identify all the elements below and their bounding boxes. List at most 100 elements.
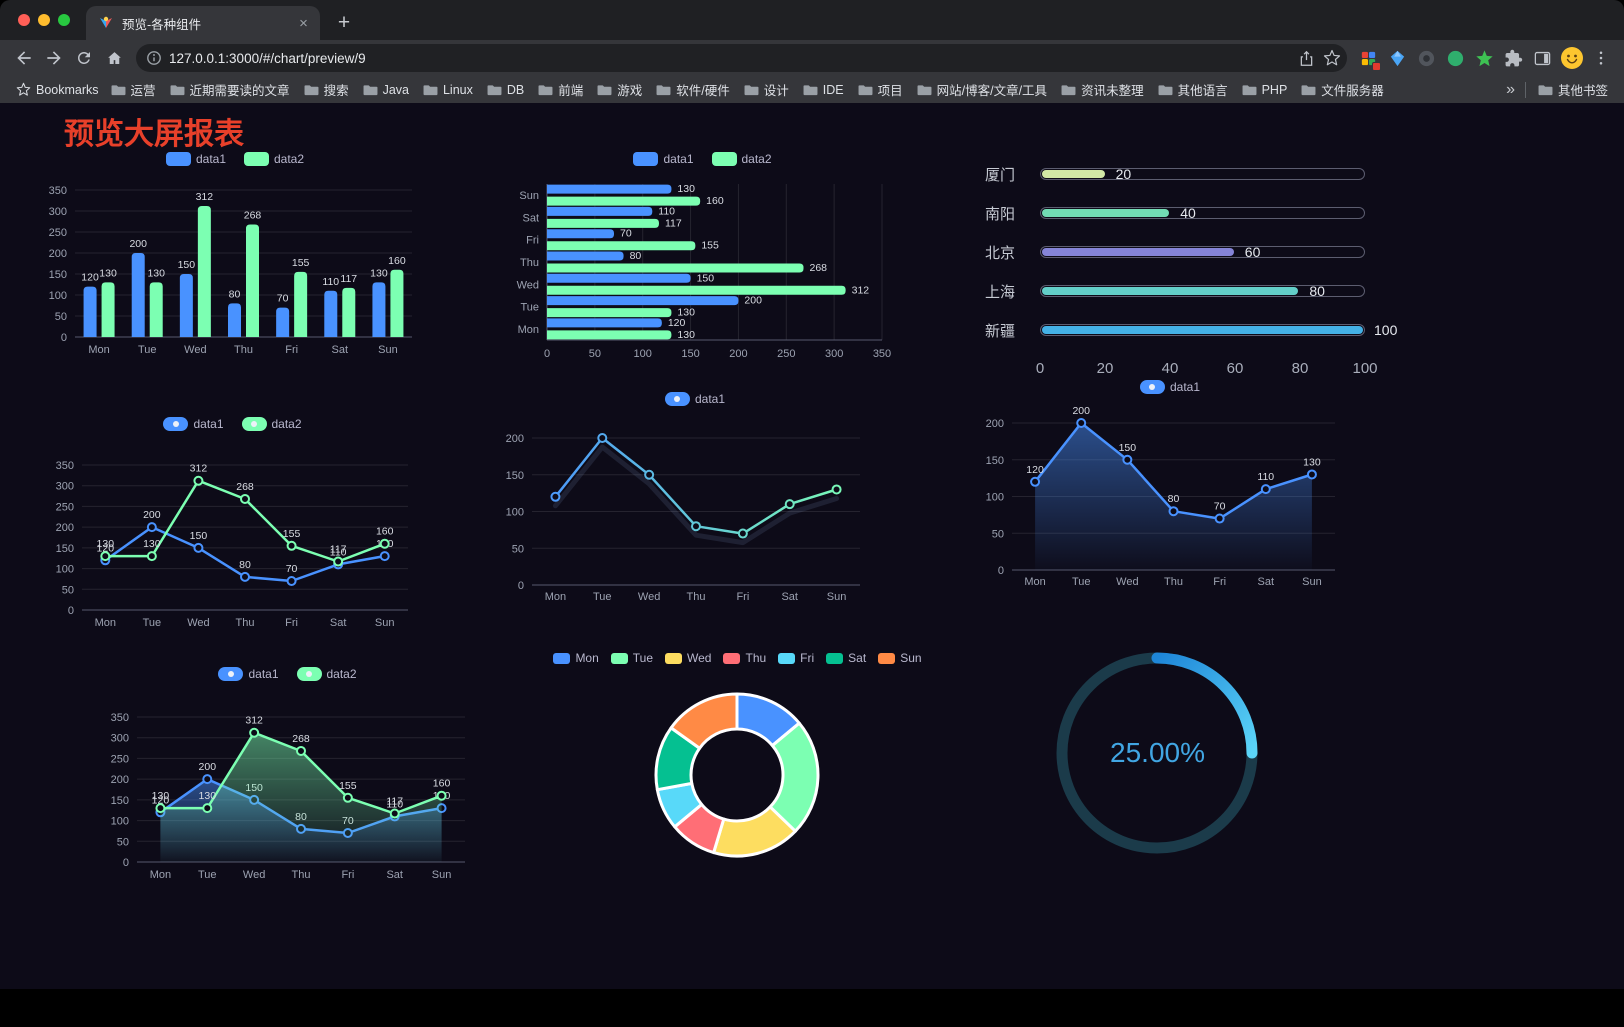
legend-item-data1[interactable]: data1 — [165, 152, 226, 166]
extension-star-button[interactable] — [1471, 45, 1498, 72]
legend-item-data2[interactable]: data2 — [296, 667, 357, 681]
bar-chart: data1 data2 0 50 100 150 200 250 300 350 Mon Tue We… — [40, 148, 430, 372]
browser-tab[interactable]: 预览-各种组件 × — [86, 6, 320, 40]
back-button[interactable] — [10, 44, 38, 72]
home-button[interactable] — [100, 44, 128, 72]
folder-icon — [858, 85, 873, 96]
legend-item-data2[interactable]: data2 — [244, 152, 304, 166]
bookmark-folder-游戏[interactable]: 游戏 — [591, 78, 648, 101]
bookmark-label: PHP — [1261, 82, 1288, 97]
bookmark-folder-搜索[interactable]: 搜索 — [298, 78, 355, 101]
svg-text:130: 130 — [99, 267, 117, 279]
svg-text:150: 150 — [697, 272, 715, 284]
close-window-button[interactable] — [18, 14, 30, 26]
legend-item-Sat[interactable]: Sat — [826, 651, 866, 665]
sidebar-toggle-button[interactable] — [1529, 45, 1556, 72]
axis-tick: 60 — [1226, 360, 1244, 377]
svg-text:200: 200 — [111, 774, 129, 786]
bookmarks-overflow-chevron[interactable]: » — [1506, 80, 1515, 98]
progress-track: 80 — [1040, 283, 1365, 299]
extensions-menu-button[interactable] — [1500, 45, 1527, 72]
star-icon — [16, 82, 31, 96]
folder-icon — [363, 85, 378, 96]
legend-item-Sun[interactable]: Sun — [878, 651, 922, 665]
bookmark-folder-其他语言[interactable]: 其他语言 — [1152, 78, 1234, 101]
reload-button[interactable] — [70, 44, 98, 72]
svg-text:Mon: Mon — [518, 324, 539, 336]
legend-label: data1 — [1169, 380, 1201, 394]
bookmark-folder-IDE[interactable]: IDE — [797, 78, 850, 101]
svg-text:250: 250 — [777, 348, 795, 360]
svg-text:117: 117 — [665, 217, 682, 229]
profile-avatar[interactable] — [1558, 45, 1585, 72]
extension-dark-button[interactable] — [1413, 45, 1440, 72]
svg-text:Thu: Thu — [520, 257, 539, 269]
progress-row-南阳: 南阳 40 — [985, 204, 1365, 223]
legend-item-data1[interactable]: data1 — [218, 667, 279, 681]
svg-text:50: 50 — [589, 348, 601, 360]
bookmark-folder-前端[interactable]: 前端 — [532, 78, 589, 101]
bookmark-label: 资讯未整理 — [1081, 84, 1144, 98]
line-chart-gradient-canvas: 0 50 100 150 200 Mon Tue Wed Thu Fri Sat Sun — [506, 433, 860, 603]
legend-item-Thu[interactable]: Thu — [723, 651, 766, 665]
bookmark-folder-近期需要读的文章[interactable]: 近期需要读的文章 — [164, 78, 296, 101]
legend-item-Tue[interactable]: Tue — [610, 651, 653, 665]
minimize-window-button[interactable] — [38, 14, 50, 26]
legend-marker — [826, 652, 844, 664]
folder-icon — [538, 85, 553, 96]
gauge-canvas — [1056, 652, 1258, 854]
axis-tick: 20 — [1096, 360, 1114, 377]
svg-text:Sat: Sat — [781, 591, 798, 603]
axis-tick: 80 — [1291, 360, 1309, 377]
legend-marker — [165, 152, 191, 166]
legend-item-data1[interactable]: data1 — [633, 152, 694, 166]
gauge-value: 25.00% — [1110, 737, 1205, 768]
bookmark-folder-资讯未整理[interactable]: 资讯未整理 — [1055, 78, 1150, 101]
bookmark-folder-文件服务器[interactable]: 文件服务器 — [1295, 78, 1390, 101]
line-chart-two-series: data1 data2 0 50 100 150 200 250 300 350 Mon Tue We… — [40, 413, 425, 639]
browser-menu-button[interactable] — [1587, 45, 1614, 72]
bookmark-folder-软件/硬件[interactable]: 软件/硬件 — [650, 78, 735, 101]
bookmarks-manager-label: Bookmarks — [36, 82, 99, 97]
url-text[interactable]: 127.0.0.1:3000/#/chart/preview/9 — [169, 50, 366, 66]
bookmark-folder-DB[interactable]: DB — [481, 78, 530, 101]
bookmark-folder-运营[interactable]: 运营 — [105, 78, 162, 101]
svg-text:Sun: Sun — [432, 869, 452, 881]
legend-item-Fri[interactable]: Fri — [778, 651, 814, 665]
zoom-window-button[interactable] — [58, 14, 70, 26]
bookmark-star-icon[interactable] — [1323, 49, 1341, 67]
bookmark-folder-设计[interactable]: 设计 — [738, 78, 795, 101]
address-bar[interactable]: 127.0.0.1:3000/#/chart/preview/9 — [136, 44, 1347, 72]
other-bookmarks-button[interactable]: 其他书签 — [1532, 78, 1614, 101]
svg-text:350: 350 — [49, 185, 67, 197]
extension-gem-button[interactable] — [1384, 45, 1411, 72]
extension-grid-button[interactable] — [1355, 45, 1382, 72]
bookmark-folder-项目[interactable]: 项目 — [852, 78, 909, 101]
svg-text:250: 250 — [49, 227, 67, 239]
legend-item-Wed[interactable]: Wed — [665, 651, 711, 665]
legend-item-data1[interactable]: data1 — [1139, 380, 1201, 394]
bookmark-folder-Linux[interactable]: Linux — [417, 78, 479, 101]
folder-icon — [1061, 85, 1076, 96]
svg-text:110: 110 — [658, 205, 675, 217]
other-bookmarks-label: 其他书签 — [1557, 84, 1608, 98]
bookmark-folder-Java[interactable]: Java — [357, 78, 415, 101]
tab-close-icon[interactable]: × — [299, 14, 308, 32]
extension-green-button[interactable] — [1442, 45, 1469, 72]
legend-item-Mon[interactable]: Mon — [553, 651, 599, 665]
bookmark-folder-PHP[interactable]: PHP — [1236, 78, 1294, 101]
forward-button[interactable] — [40, 44, 68, 72]
bookmark-folder-网站/博客/文章/工具[interactable]: 网站/博客/文章/工具 — [911, 78, 1053, 101]
legend-item-data2[interactable]: data2 — [241, 417, 302, 431]
svg-text:Mon: Mon — [150, 869, 171, 881]
svg-text:Mon: Mon — [95, 617, 116, 629]
svg-text:70: 70 — [620, 228, 632, 240]
share-icon[interactable] — [1297, 49, 1316, 68]
new-tab-button[interactable]: + — [337, 11, 351, 34]
legend-item-data1[interactable]: data1 — [664, 392, 725, 406]
svg-text:200: 200 — [143, 509, 161, 521]
site-info-icon[interactable] — [146, 50, 162, 66]
legend-item-data1[interactable]: data1 — [163, 417, 224, 431]
bookmarks-manager-button[interactable]: Bookmarks — [10, 80, 105, 99]
legend-item-data2[interactable]: data2 — [711, 152, 772, 166]
